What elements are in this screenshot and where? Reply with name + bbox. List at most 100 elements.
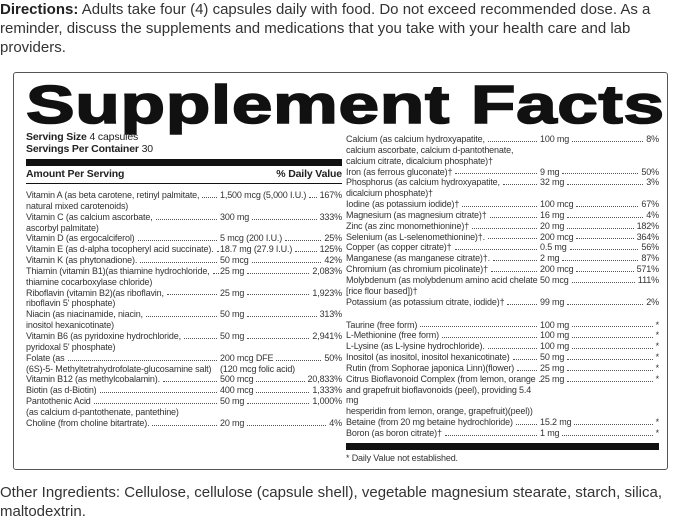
nutrient-amount: 25 mg (220, 287, 245, 298)
nutrient-name-line: Taurine (free form) (346, 320, 540, 331)
nutrient-row: Vitamin B6 (as pyridoxine hydrochloride,… (26, 331, 342, 353)
dot-leader (567, 363, 653, 371)
amount-line: 300 mg 333% (220, 212, 342, 223)
nutrient-row: Potassium (as potassium citrate, iodide)… (346, 297, 659, 308)
nutrient-row: Folate (as (6S)-5- Methyltetrahydrofolate… (26, 353, 342, 375)
panel-title: Supplement Facts (25, 75, 665, 135)
nutrient-row: Niacin (as niacinamide, niacin, inositol … (26, 309, 342, 331)
dot-leader (569, 242, 639, 251)
amount-cell: 200 mcg 364% (540, 232, 659, 243)
daily-value-header: % Daily Value (276, 168, 342, 180)
amount-cell: 5 mcg (200 I.U.) 25% (220, 233, 342, 244)
dot-leader (140, 255, 217, 263)
servings-per-container: Servings Per Container 30 (26, 143, 342, 155)
nutrient-name-line: Vitamin B6 (as pyridoxine hydrochloride, (26, 331, 220, 342)
nutrient-amount: 500 mcg (220, 374, 254, 385)
nutrient-name-line: Vitamin A (as beta carotene, retinyl pal… (26, 190, 220, 201)
nutrient-amount: 200 mcg (540, 231, 574, 242)
dot-leader (216, 244, 220, 253)
dot-leader (462, 199, 537, 207)
nutrient-name: Citrus Bioflavonoid Complex (from lemon,… (346, 374, 540, 417)
dot-leader (251, 255, 322, 263)
amount-line: 50 mg 313% (220, 309, 342, 320)
nutrient-amount: 300 mg (220, 211, 250, 222)
amount-line: 32 mg 3% (540, 177, 659, 188)
nutrient-name-line: dicalcium phosphate)† (346, 188, 433, 199)
nutrient-name-text: Taurine (free form) (346, 319, 418, 330)
dot-leader (487, 134, 537, 142)
amount-line: 100 mcg 67% (540, 199, 659, 210)
daily-value: 20,833% (307, 374, 343, 385)
nutrient-row: Manganese (as manganese citrate)†. 2 mg 87… (346, 253, 659, 264)
nutrient-amount: 25 mg (220, 265, 245, 276)
nutrient-amount: 100 mg (540, 134, 570, 144)
dot-leader (574, 417, 653, 425)
daily-value: * (655, 319, 660, 330)
nutrient-row: Taurine (free form) 100 mg * (346, 320, 659, 331)
amount-cell: 25 mg * (540, 363, 659, 374)
amount-line: 5 mcg (200 I.U.) 25% (220, 233, 342, 244)
amount-cell: 500 mcg 20,833% (220, 374, 342, 385)
dot-leader (562, 428, 653, 436)
serving-size: Serving Size 4 capsules (26, 131, 342, 143)
nutrient-name: Zinc (as zinc monomethionine)† (346, 221, 540, 232)
nutrient-amount: 50 mg (540, 352, 565, 363)
nutrient-name-text: Inositol (as inositol, inositol hexanico… (346, 352, 510, 363)
servings-per-container-label: Servings Per Container (26, 143, 139, 155)
nutrient-name-line: Vitamin B12 (as methylcobalamin). (26, 374, 220, 385)
nutrient-name-line: Boron (as boron citrate)† (346, 428, 540, 439)
amount-cell: 20 mg 182% (540, 221, 659, 232)
dot-leader (572, 134, 644, 142)
nutrient-name-line: Inositol (as inositol, inositol hexanico… (346, 352, 540, 363)
dot-leader (455, 167, 537, 175)
left-column: Serving Size 4 capsules Servings Per Con… (26, 131, 342, 429)
nutrient-name-line: Betaine (from 20 mg betaine hydrochlorid… (346, 417, 540, 428)
daily-value: 8% (646, 134, 659, 144)
amount-note: (120 mcg folic acid) (220, 363, 296, 374)
nutrient-name: Iron (as ferrous gluconate)† (346, 167, 540, 178)
nutrient-name-text: Vitamin C (as calcium ascorbate, (26, 211, 153, 222)
daily-value: 56% (641, 242, 659, 253)
nutrient-name-line: thiamine cocarboxylase chloride) (26, 276, 153, 287)
daily-value: 50% (324, 352, 342, 363)
dot-leader (247, 396, 310, 404)
amount-line: 15.2 mg * (540, 417, 659, 428)
amount-cell: 50 mcg 111% (540, 275, 659, 297)
daily-value: 50% (641, 166, 659, 177)
daily-value: * (655, 373, 660, 384)
nutrient-row: Pantothenic Acid (as calcium d-pantothena… (26, 396, 342, 418)
nutrient-name-text: Biotin (as d-Biotin) (26, 385, 97, 396)
dot-leader (562, 253, 639, 262)
directions-text: Directions: Adults take four (4) capsule… (0, 0, 679, 57)
nutrient-name-line: Riboflavin (vitamin B2)(as riboflavin, (26, 288, 220, 299)
nutrient-name-line: Thiamin (vitamin B1)(as thiamine hydroch… (26, 266, 220, 277)
nutrient-name-line: [rice flour based])† (346, 285, 418, 296)
serving-size-value: 4 capsules (89, 131, 139, 143)
daily-value: * (655, 362, 660, 373)
amount-cell: 100 mg * (540, 341, 659, 352)
amount-line: 2 mg 87% (540, 253, 659, 264)
nutrient-amount: 100 mcg (540, 199, 574, 210)
dot-leader (212, 266, 219, 274)
nutrient-name: Vitamin E (as d-alpha tocopheryl acid su… (26, 244, 220, 255)
nutrient-name: Choline (from choline bitartrate). (26, 418, 220, 429)
nutrient-amount: 25 mg (540, 362, 565, 373)
nutrient-amount: 99 mg (540, 296, 565, 307)
nutrient-name: Chromium (as chromium picolinate)† (346, 264, 540, 275)
dot-leader (538, 374, 540, 382)
daily-value: 571% (636, 264, 660, 275)
nutrient-name: Molybdenum (as molybdenum amino acid che… (346, 275, 540, 297)
nutrient-row: Molybdenum (as molybdenum amino acid che… (346, 275, 659, 297)
nutrient-name-text: Thiamin (vitamin B1)(as thiamine hydroch… (26, 265, 210, 276)
nutrient-name-text: Betaine (from 20 mg betaine hydrochlorid… (346, 417, 513, 428)
dot-leader (567, 210, 644, 218)
daily-value: 42% (324, 255, 342, 266)
nutrient-row: Citrus Bioflavonoid Complex (from lemon,… (346, 374, 659, 417)
nutrient-name-text: Vitamin B6 (as pyridoxine hydrochloride, (26, 330, 181, 341)
amount-cell: 15.2 mg * (540, 417, 659, 428)
dot-leader (202, 190, 217, 198)
amount-line: 25 mg 2,083% (220, 266, 342, 277)
daily-value: 182% (636, 220, 660, 231)
amount-line: 99 mg 2% (540, 297, 659, 308)
amount-per-serving-header: Amount Per Serving (26, 168, 125, 180)
